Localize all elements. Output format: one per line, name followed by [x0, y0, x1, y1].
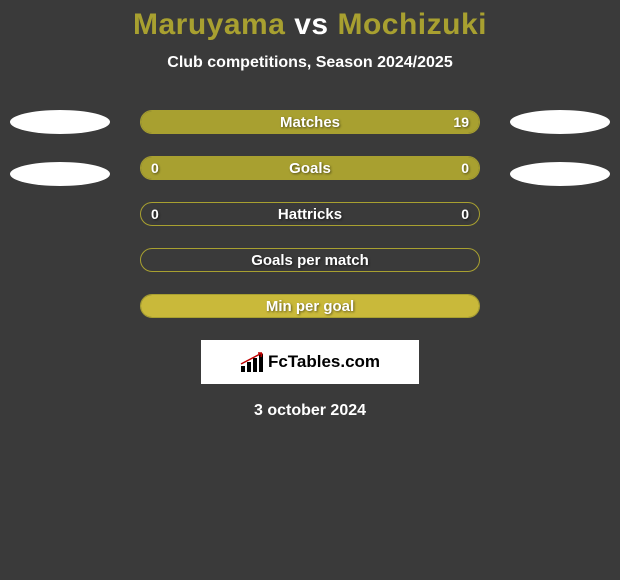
stat-bar: Min per goal — [140, 294, 480, 318]
stat-bar: Matches 19 — [140, 110, 480, 134]
subtitle: Club competitions, Season 2024/2025 — [167, 54, 452, 72]
player1-name: Maruyama — [133, 8, 285, 41]
ovals-right — [510, 110, 610, 186]
player2-name: Mochizuki — [337, 8, 487, 41]
vs-text: vs — [294, 8, 328, 41]
bar-label: Goals — [289, 160, 331, 177]
logo-text: FcTables.com — [268, 352, 380, 372]
logo-chart-icon — [240, 352, 264, 372]
stats-area: Matches 19 0 Goals 0 0 Hattricks 0 Goals per mat… — [0, 110, 620, 318]
stat-bar: 0 Goals 0 — [140, 156, 480, 180]
stat-bar: 0 Hattricks 0 — [140, 202, 480, 226]
stat-bars: Matches 19 0 Goals 0 0 Hattricks 0 Goals per mat… — [140, 110, 480, 318]
bar-label: Min per goal — [266, 298, 354, 315]
bar-label: Goals per match — [251, 252, 369, 269]
date-text: 3 october 2024 — [254, 402, 366, 420]
ovals-left — [10, 110, 110, 186]
logo-box: FcTables.com — [201, 340, 419, 384]
page-title: Maruyama vs Mochizuki — [133, 8, 487, 42]
bar-label: Hattricks — [278, 206, 342, 223]
bar-value-left: 0 — [151, 160, 159, 176]
oval-right — [510, 162, 610, 186]
bar-fill-right — [310, 157, 479, 179]
bar-value-left: 0 — [151, 206, 159, 222]
oval-right — [510, 110, 610, 134]
bar-value-right: 0 — [461, 160, 469, 176]
oval-left — [10, 162, 110, 186]
stat-bar: Goals per match — [140, 248, 480, 272]
bar-value-right: 19 — [453, 114, 469, 130]
bar-label: Matches — [280, 114, 340, 131]
bar-value-right: 0 — [461, 206, 469, 222]
oval-left — [10, 110, 110, 134]
bar-fill-left — [141, 157, 310, 179]
